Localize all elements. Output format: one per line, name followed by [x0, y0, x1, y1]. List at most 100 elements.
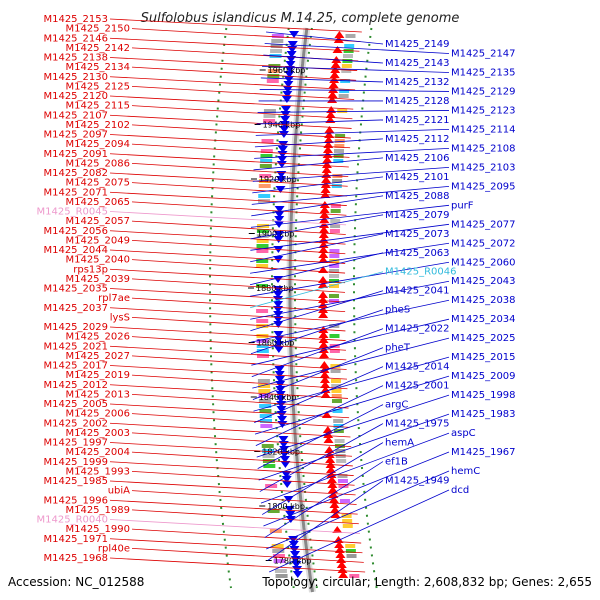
forward-gene-arrow: [274, 376, 285, 383]
reverse-gene-arrow: [318, 331, 329, 338]
label-leader: [252, 176, 384, 194]
gene-label: M1425_1989: [65, 505, 130, 516]
topology-summary: Topology: circular; Length: 2,608,832 bp…: [261, 575, 592, 589]
reverse-gene-arrow: [320, 386, 331, 393]
reverse-gene-arrow: [321, 176, 332, 183]
reverse-gene-arrow: [321, 166, 332, 173]
gene-label: hemC: [451, 466, 480, 477]
gene-label: M1425_2029: [43, 322, 108, 333]
forward-gene-arrow: [279, 126, 290, 133]
label-leader: [109, 249, 346, 264]
category-block: [329, 269, 340, 273]
gene-label: M1425_2041: [385, 286, 450, 297]
category-block: [259, 164, 272, 168]
reverse-gene-arrow: [327, 91, 338, 98]
reverse-gene-arrow: [319, 351, 330, 358]
label-leader: [131, 182, 348, 197]
forward-gene-arrow: [288, 536, 299, 543]
label-leader: [131, 451, 353, 467]
category-block: [259, 409, 272, 413]
label-leader: [257, 404, 384, 469]
category-block: [329, 249, 340, 253]
gene-label: M1425_2073: [385, 229, 450, 240]
category-block: [333, 154, 344, 158]
reverse-gene-arrow: [318, 256, 329, 263]
gene-label: M1425_1990: [65, 524, 130, 535]
gene-label: M1425_2135: [451, 67, 516, 78]
forward-gene-arrow: [273, 336, 284, 343]
gene-label: M1425_2060: [451, 257, 516, 268]
category-block: [256, 239, 269, 243]
label-leader: [109, 403, 350, 419]
category-block: [333, 149, 344, 153]
reverse-gene-arrow: [319, 206, 330, 213]
gene-label: M1425_2086: [65, 158, 130, 169]
gene-label: M1425_2103: [451, 162, 516, 173]
gene-label: M1425_R0045: [37, 207, 108, 218]
gene-label: M1425_2019: [65, 370, 130, 381]
category-block: [263, 109, 276, 113]
label-leader: [257, 110, 450, 113]
gene-label: M1425_2094: [65, 139, 130, 150]
gene-label: M1425_1985: [43, 476, 108, 487]
gene-label: M1425_2009: [451, 371, 516, 382]
label-leader: [109, 519, 361, 534]
category-block: [261, 139, 274, 143]
gene-label: M1425_2056: [43, 226, 108, 237]
label-leader: [131, 413, 350, 428]
gene-label: rpl7ae: [98, 293, 130, 304]
category-block: [258, 194, 271, 198]
forward-gene-arrow: [273, 291, 284, 298]
category-block: [329, 284, 340, 288]
category-block: [344, 44, 355, 48]
gene-label: M1425_1971: [43, 534, 108, 545]
category-block: [345, 34, 356, 38]
gene-label: M1425_2012: [43, 380, 108, 391]
label-leader: [252, 337, 450, 389]
gene-label: M1425_2120: [43, 91, 108, 102]
label-leader: [261, 442, 384, 515]
label-leader: [250, 290, 384, 332]
category-block: [331, 399, 342, 403]
category-block: [336, 459, 347, 463]
forward-gene-arrow: [279, 456, 290, 463]
label-leader: [260, 432, 450, 504]
forward-gene-arrow: [274, 371, 285, 378]
gene-label: M1425_2121: [385, 115, 450, 126]
reverse-gene-arrow: [320, 181, 331, 188]
forward-gene-arrow: [273, 346, 284, 353]
label-leader: [250, 309, 384, 355]
category-block: [345, 544, 356, 548]
category-block: [330, 204, 341, 208]
forward-gene-arrow: [273, 311, 284, 318]
gene-label: M1425_2006: [65, 409, 130, 420]
gene-label: M1425_2014: [385, 362, 450, 373]
gene-label: M1425_2142: [65, 43, 130, 54]
category-block: [260, 149, 273, 153]
forward-gene-arrow: [290, 551, 301, 558]
category-block: [334, 139, 345, 143]
label-leader: [249, 252, 384, 286]
category-block: [329, 334, 340, 338]
category-block: [341, 64, 352, 68]
category-block: [267, 74, 280, 78]
reverse-gene-arrow: [332, 46, 343, 53]
forward-gene-arrow: [282, 91, 293, 98]
reverse-gene-arrow: [328, 81, 339, 88]
reverse-gene-arrow: [334, 541, 345, 548]
category-block: [256, 229, 269, 233]
category-block: [256, 309, 269, 313]
category-block: [330, 209, 341, 213]
category-block: [331, 394, 342, 398]
forward-gene-arrow: [273, 331, 284, 338]
gene-label: M1425_R0046: [385, 267, 456, 278]
tick-label: 1880 kbp: [256, 284, 294, 293]
label-leader: [258, 413, 450, 481]
label-leader: [131, 239, 346, 255]
category-block: [329, 294, 340, 298]
label-leader: [251, 328, 384, 378]
reverse-gene-arrow: [328, 86, 339, 93]
category-block: [263, 119, 276, 123]
gene-label: M1425_2123: [451, 105, 516, 116]
label-leader: [251, 195, 384, 217]
